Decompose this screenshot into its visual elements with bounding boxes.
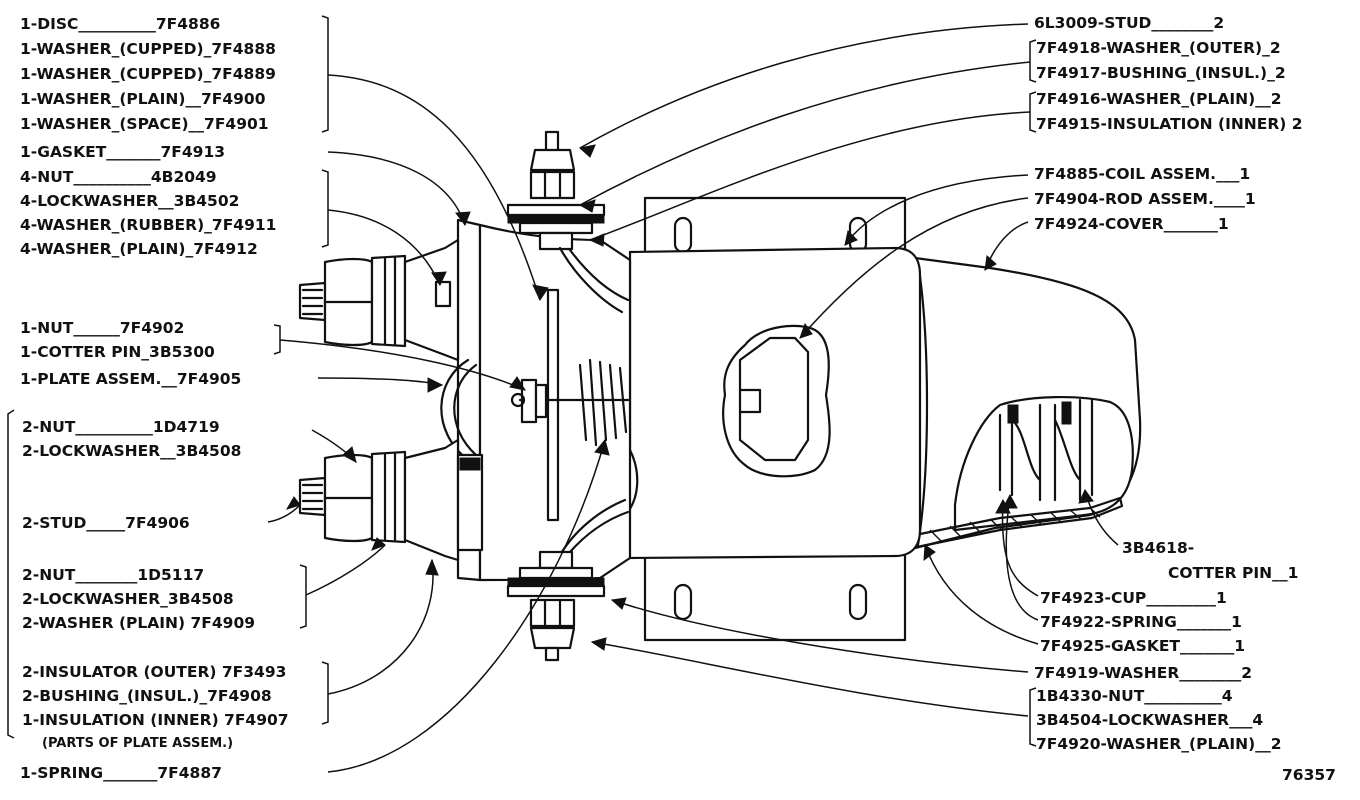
plate-insulation-inner bbox=[453, 363, 478, 457]
label-cup: 7F4923-CUP_________1 bbox=[1040, 589, 1227, 607]
label-cotter-pin-1: 1-COTTER PIN_3B5300 bbox=[20, 343, 215, 361]
label-washer-rubber-4: 4-WASHER_(RUBBER)_7F4911 bbox=[20, 216, 276, 234]
bracket-slot-bottom-left bbox=[673, 583, 693, 621]
label-cotter-pin-a: 3B4618- bbox=[1122, 539, 1194, 557]
rod-spring bbox=[578, 358, 628, 447]
arrowheads bbox=[285, 144, 1094, 651]
upper-stud-stack bbox=[506, 130, 630, 314]
label-nut-2a: 2-NUT__________1D4719 bbox=[22, 418, 220, 436]
left-labels: 1-DISC__________7F4886 1-WASHER_(CUPPED)… bbox=[20, 15, 289, 782]
lower-stud-stack bbox=[506, 498, 630, 662]
label-gasket-r: 7F4925-GASKET_______1 bbox=[1040, 637, 1245, 655]
upper-terminal bbox=[298, 238, 460, 362]
label-insulation-inner-r: 7F4915-INSULATION (INNER) 2 bbox=[1036, 115, 1303, 133]
label-lockwasher-3b4504: 3B4504-LOCKWASHER___4 bbox=[1036, 711, 1263, 729]
label-lockwasher-2a: 2-LOCKWASHER__3B4508 bbox=[22, 442, 241, 460]
label-coil-assem: 7F4885-COIL ASSEM.___1 bbox=[1034, 165, 1250, 183]
cover-rim bbox=[916, 260, 929, 547]
coil-cutaway bbox=[722, 324, 831, 478]
cup-and-spring bbox=[998, 398, 1094, 502]
label-cover: 7F4924-COVER_______1 bbox=[1034, 215, 1229, 233]
right-labels: 6L3009-STUD________2 7F4918-WASHER_(OUTE… bbox=[1034, 14, 1303, 753]
label-insulator-outer: 2-INSULATOR (OUTER) 7F3493 bbox=[22, 663, 286, 681]
bracket-slot-bottom-right bbox=[848, 583, 868, 621]
label-washer-cupped-b: 1-WASHER_(CUPPED)_7F4889 bbox=[20, 65, 276, 83]
label-spring-1: 1-SPRING_______7F4887 bbox=[20, 764, 222, 782]
label-bushing-insul: 2-BUSHING_(INSUL.)_7F4908 bbox=[22, 687, 272, 705]
label-washer-space: 1-WASHER_(SPACE)__7F4901 bbox=[20, 115, 269, 133]
label-washer-plain-7f4920: 7F4920-WASHER_(PLAIN)__2 bbox=[1036, 735, 1281, 753]
label-cotter-pin-b: COTTER PIN__1 bbox=[1168, 564, 1298, 582]
solenoid-illustration bbox=[298, 130, 1142, 662]
label-gasket: 1-GASKET_______7F4913 bbox=[20, 143, 225, 161]
label-plate-assem: 1-PLATE ASSEM.__7F4905 bbox=[20, 370, 241, 388]
label-nut-1: 1-NUT______7F4902 bbox=[20, 319, 184, 337]
label-parts-note: (PARTS OF PLATE ASSEM.) bbox=[42, 736, 233, 751]
label-washer-plain-4: 4-WASHER_(PLAIN)_7F4912 bbox=[20, 240, 258, 258]
label-stud-2: 2-STUD_____7F4906 bbox=[22, 514, 190, 532]
label-washer-7f4919: 7F4919-WASHER________2 bbox=[1034, 664, 1252, 682]
contact-disc bbox=[546, 288, 560, 522]
label-washer-plain-r: 7F4916-WASHER_(PLAIN)__2 bbox=[1036, 90, 1281, 108]
label-stud-6l: 6L3009-STUD________2 bbox=[1034, 14, 1224, 32]
label-lockwasher-2b: 2-LOCKWASHER_3B4508 bbox=[22, 590, 234, 608]
plunger-core bbox=[738, 336, 810, 462]
label-insulation-inner: 1-INSULATION (INNER) 7F4907 bbox=[22, 711, 289, 729]
label-washer-cupped-a: 1-WASHER_(CUPPED)_7F4888 bbox=[20, 40, 276, 58]
lower-terminal bbox=[298, 438, 484, 562]
label-washer-plain-2: 2-WASHER (PLAIN) 7F4909 bbox=[22, 614, 255, 632]
label-bushing-insul-r: 7F4917-BUSHING_(INSUL.)_2 bbox=[1036, 64, 1286, 82]
label-nut-4: 4-NUT__________4B2049 bbox=[20, 168, 217, 186]
leader-lines bbox=[7, 15, 1119, 773]
cover-hatching bbox=[929, 507, 1101, 543]
label-spring-r: 7F4922-SPRING_______1 bbox=[1040, 613, 1242, 631]
label-rod-assem: 7F4904-ROD ASSEM.____1 bbox=[1034, 190, 1256, 208]
label-nut-1b4330: 1B4330-NUT__________4 bbox=[1036, 687, 1233, 705]
label-disc: 1-DISC__________7F4886 bbox=[20, 15, 220, 33]
figure-number: 76357 bbox=[1282, 766, 1336, 784]
label-washer-plain: 1-WASHER_(PLAIN)__7F4900 bbox=[20, 90, 266, 108]
label-nut-2b: 2-NUT________1D5117 bbox=[22, 566, 204, 584]
label-washer-outer: 7F4918-WASHER_(OUTER)_2 bbox=[1036, 39, 1281, 57]
label-lockwasher-4: 4-LOCKWASHER__3B4502 bbox=[20, 192, 239, 210]
